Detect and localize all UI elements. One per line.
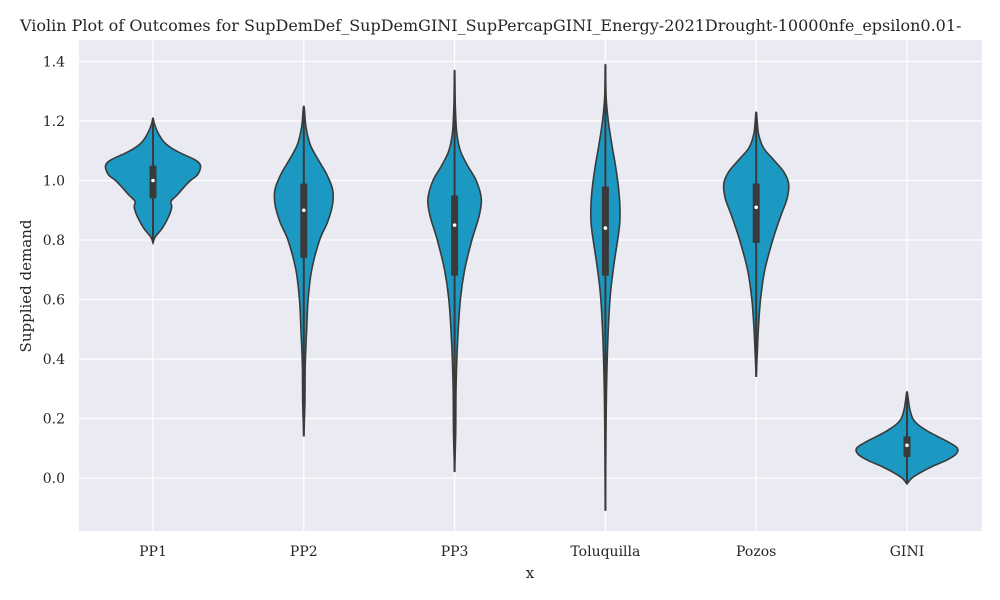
y-tick-label: 1.0	[43, 174, 65, 190]
y-tick-label: 1.4	[43, 55, 65, 71]
violin-pozos	[722, 111, 790, 377]
y-tick-label: 0.0	[43, 471, 65, 487]
x-tick-label: PP1	[139, 544, 167, 560]
violin-median	[603, 226, 608, 230]
violin-median	[905, 443, 909, 448]
violin-toluquilla	[589, 63, 621, 511]
violin-iqr-box	[451, 195, 459, 276]
violin-median	[452, 223, 457, 227]
violin-iqr-box	[752, 183, 760, 243]
x-tick-label: PP3	[441, 544, 469, 560]
x-tick-label: GINI	[890, 544, 925, 560]
y-tick-label: 0.6	[43, 293, 65, 309]
violin-iqr-box	[601, 186, 609, 276]
y-tick-label: 1.2	[43, 114, 65, 130]
x-axis-label: x	[526, 564, 535, 582]
violin-pp1	[104, 117, 202, 246]
violins	[104, 63, 959, 511]
x-tick-labels: PP1 PP2 PP3 Toluquilla Pozos GINI	[139, 544, 924, 560]
y-tick-label: 0.2	[43, 412, 65, 428]
y-tick-label: 0.8	[43, 233, 65, 249]
x-tick-label: PP2	[290, 544, 318, 560]
x-tick-label: Pozos	[736, 544, 776, 560]
violin-pp3	[427, 69, 483, 473]
y-tick-label: 0.4	[43, 352, 65, 368]
violin-median	[754, 205, 758, 210]
violin-pp2	[273, 105, 335, 437]
x-tick-label: Toluquilla	[570, 544, 640, 560]
chart-title: Violin Plot of Outcomes for SupDemDef_Su…	[19, 16, 961, 35]
plot-area	[79, 40, 982, 531]
violin-median	[302, 208, 306, 213]
violin-gini	[855, 390, 959, 486]
y-axis-label: Supplied demand	[17, 219, 35, 352]
violin-iqr-box	[300, 183, 308, 258]
violin-median	[151, 178, 155, 183]
y-tick-labels: 0.0 0.2 0.4 0.6 0.8 1.0 1.2 1.4	[43, 55, 65, 488]
